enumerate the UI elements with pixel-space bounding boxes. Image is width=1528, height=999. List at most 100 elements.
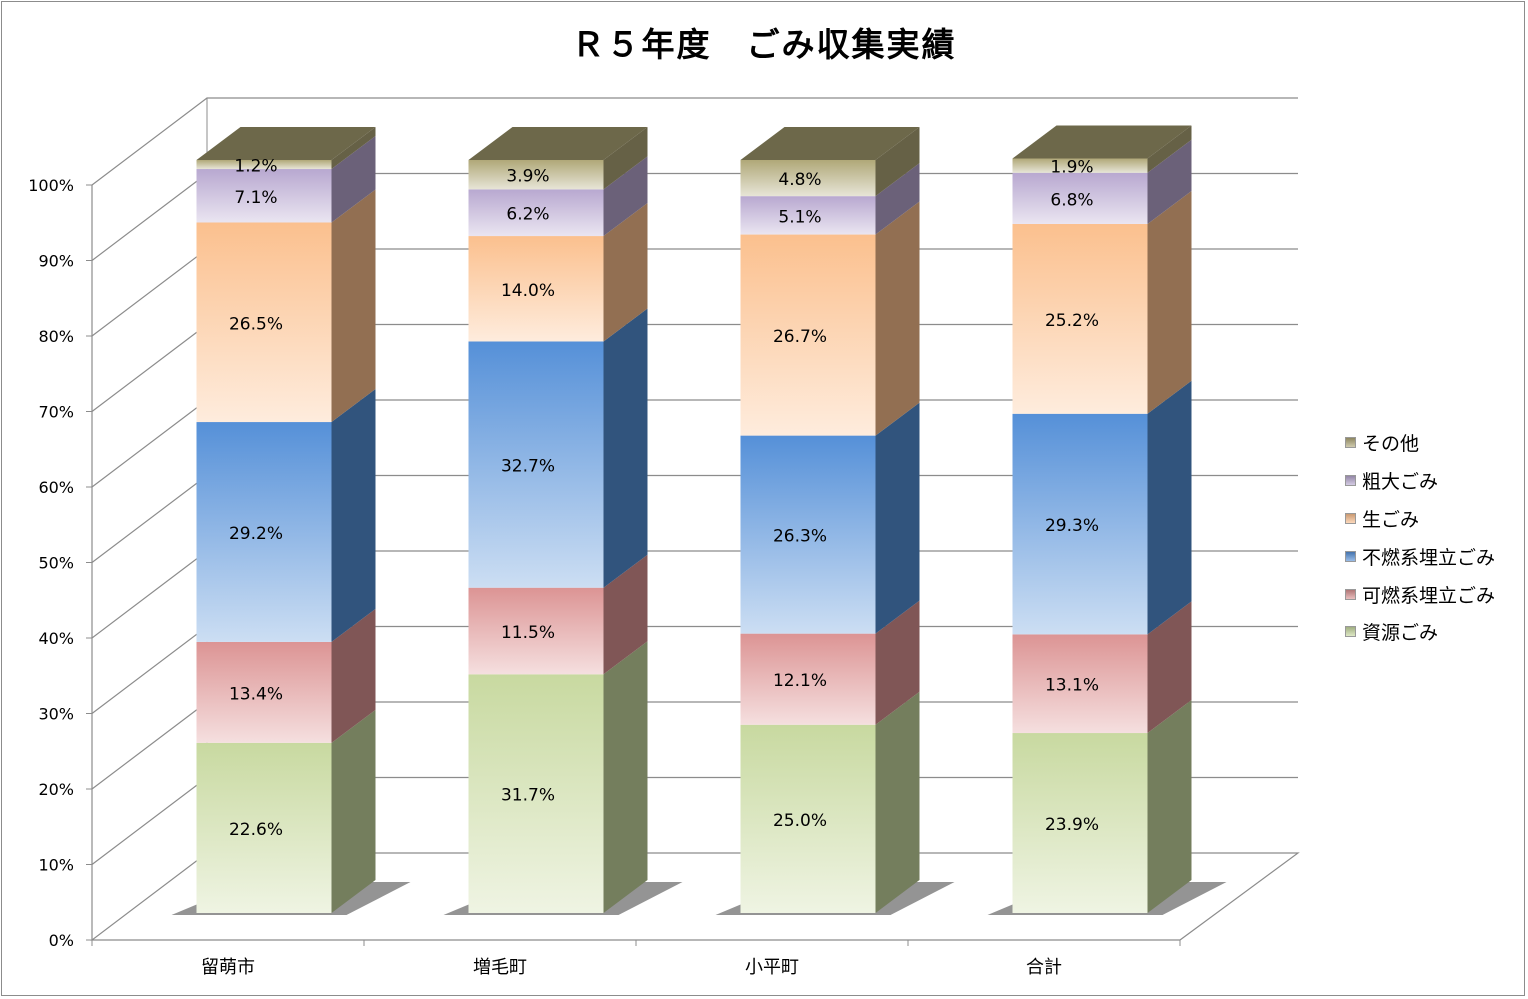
bar-segment-side <box>331 189 376 423</box>
legend-item: 不燃系埋立ごみ <box>1345 537 1495 575</box>
bar-segment-side <box>1147 139 1192 225</box>
data-label: 14.0% <box>501 281 555 301</box>
bar-segment-side <box>331 127 376 170</box>
legend: その他 粗大ごみ生ごみ不燃系埋立ごみ可燃系埋立ごみ 資源ごみ <box>1345 424 1495 651</box>
legend-swatch <box>1345 475 1356 487</box>
bar-segment-front <box>196 169 332 223</box>
bar-segment-side <box>875 163 920 235</box>
bar-segment-side <box>331 389 376 642</box>
x-category-label: 増毛町 <box>473 957 527 978</box>
data-label: 22.6% <box>229 820 283 840</box>
bar-segment-front <box>1012 634 1148 734</box>
bar-segment-front <box>740 633 876 725</box>
bar-top <box>196 127 376 160</box>
legend-swatch <box>1345 437 1356 449</box>
data-label: 3.9% <box>506 167 549 187</box>
y-tick-label: 20% <box>38 780 74 799</box>
data-label: 26.5% <box>229 314 283 334</box>
bar-segment-front <box>740 234 876 436</box>
legend-swatch <box>1345 512 1356 524</box>
x-category-label: 合計 <box>1026 957 1062 978</box>
bar-segment-side <box>1147 700 1192 913</box>
bar-segment-side <box>875 402 920 634</box>
bar-top <box>468 127 648 160</box>
bar-segment-front <box>1012 413 1148 635</box>
y-tick-label: 80% <box>38 327 74 346</box>
bar-segment-front <box>1012 158 1148 173</box>
legend-item: その他 <box>1345 424 1495 462</box>
bar-segment-front <box>468 160 604 190</box>
bar-segment-side <box>603 641 648 913</box>
y-tick-label: 50% <box>38 554 74 573</box>
data-label: 13.1% <box>1045 676 1099 696</box>
bar-stack: 25.0% 12.1% 26.3% 26.7% 5.1% 4.8% <box>715 127 955 915</box>
bar-stack: 22.6% 13.4% 29.2% 26.5% 7.1% 1.2% <box>171 127 411 915</box>
legend-item: 資源ごみ <box>1345 613 1495 651</box>
bar-segment-side <box>875 691 920 913</box>
legend-item: 粗大ごみ <box>1345 462 1495 500</box>
chart-title: Ｒ５年度 ごみ収集実績 <box>571 25 957 64</box>
legend-label: 生ごみ <box>1362 508 1420 531</box>
bar-segment-side <box>1147 380 1192 635</box>
bar-segment-side <box>603 156 648 237</box>
bar-segment-front <box>468 341 604 588</box>
legend-swatch <box>1345 550 1356 562</box>
y-tick-label: 30% <box>38 705 74 724</box>
floor <box>90 852 1300 941</box>
legend-label: 資源ごみ <box>1362 622 1439 645</box>
y-tick-label: 90% <box>38 252 74 271</box>
data-label: 26.3% <box>773 527 827 547</box>
data-label: 6.8% <box>1050 190 1093 210</box>
bar-segment-front <box>196 641 332 743</box>
data-label: 1.2% <box>234 157 277 177</box>
bar-segment-side <box>603 308 648 588</box>
y-tick-label: 40% <box>38 629 74 648</box>
y-tick-label: 60% <box>38 478 74 497</box>
data-label: 25.0% <box>773 811 827 831</box>
bar-segment-side <box>331 136 376 223</box>
bar-segment-side <box>875 600 920 725</box>
bar-segment-front <box>196 222 332 423</box>
data-label: 12.1% <box>773 671 827 691</box>
bar-segment-side <box>603 554 648 675</box>
bar-segment-front <box>740 196 876 235</box>
bar-segment-side <box>331 709 376 913</box>
bar-segment-side <box>331 608 376 743</box>
bar-top <box>740 127 920 160</box>
y-tick-label: 70% <box>38 403 74 422</box>
data-label: 29.2% <box>229 524 283 544</box>
data-label: 25.2% <box>1045 311 1099 331</box>
bar-top <box>1012 125 1192 159</box>
bar-segment-front <box>468 587 604 675</box>
data-label: 6.2% <box>506 205 549 225</box>
bar-segment-side <box>1147 125 1192 173</box>
bar-segment-front <box>740 435 876 634</box>
bar-segment-front <box>1012 224 1148 414</box>
data-label: 7.1% <box>234 188 277 208</box>
data-label: 4.8% <box>778 170 821 190</box>
legend-item: 可燃系埋立ごみ <box>1345 575 1495 613</box>
bar-segment-front <box>196 742 332 913</box>
y-tick-label: 10% <box>38 856 74 875</box>
bar-segment-front <box>740 724 876 913</box>
bar-segment-front <box>196 160 332 170</box>
legend-label: 可燃系埋立ごみ <box>1362 584 1496 607</box>
bar-segment-front <box>468 189 604 237</box>
bar-stack: 23.9% 13.1% 29.3% 25.2% 6.8% 1.9% <box>987 125 1227 915</box>
bar-segment-side <box>1147 601 1192 734</box>
bar-segment-side <box>1147 191 1192 414</box>
legend-swatch <box>1345 588 1356 600</box>
y-tick-label: 0% <box>49 931 74 950</box>
legend-swatch <box>1345 626 1356 638</box>
data-label: 32.7% <box>501 457 555 477</box>
data-label: 1.9% <box>1050 158 1093 178</box>
data-label: 26.7% <box>773 327 827 347</box>
bar-segment-front <box>196 422 332 642</box>
data-label: 5.1% <box>778 207 821 227</box>
data-label: 11.5% <box>501 623 555 643</box>
data-label: 31.7% <box>501 786 555 806</box>
data-label: 29.3% <box>1045 516 1099 536</box>
bar-segment-side <box>603 127 648 190</box>
